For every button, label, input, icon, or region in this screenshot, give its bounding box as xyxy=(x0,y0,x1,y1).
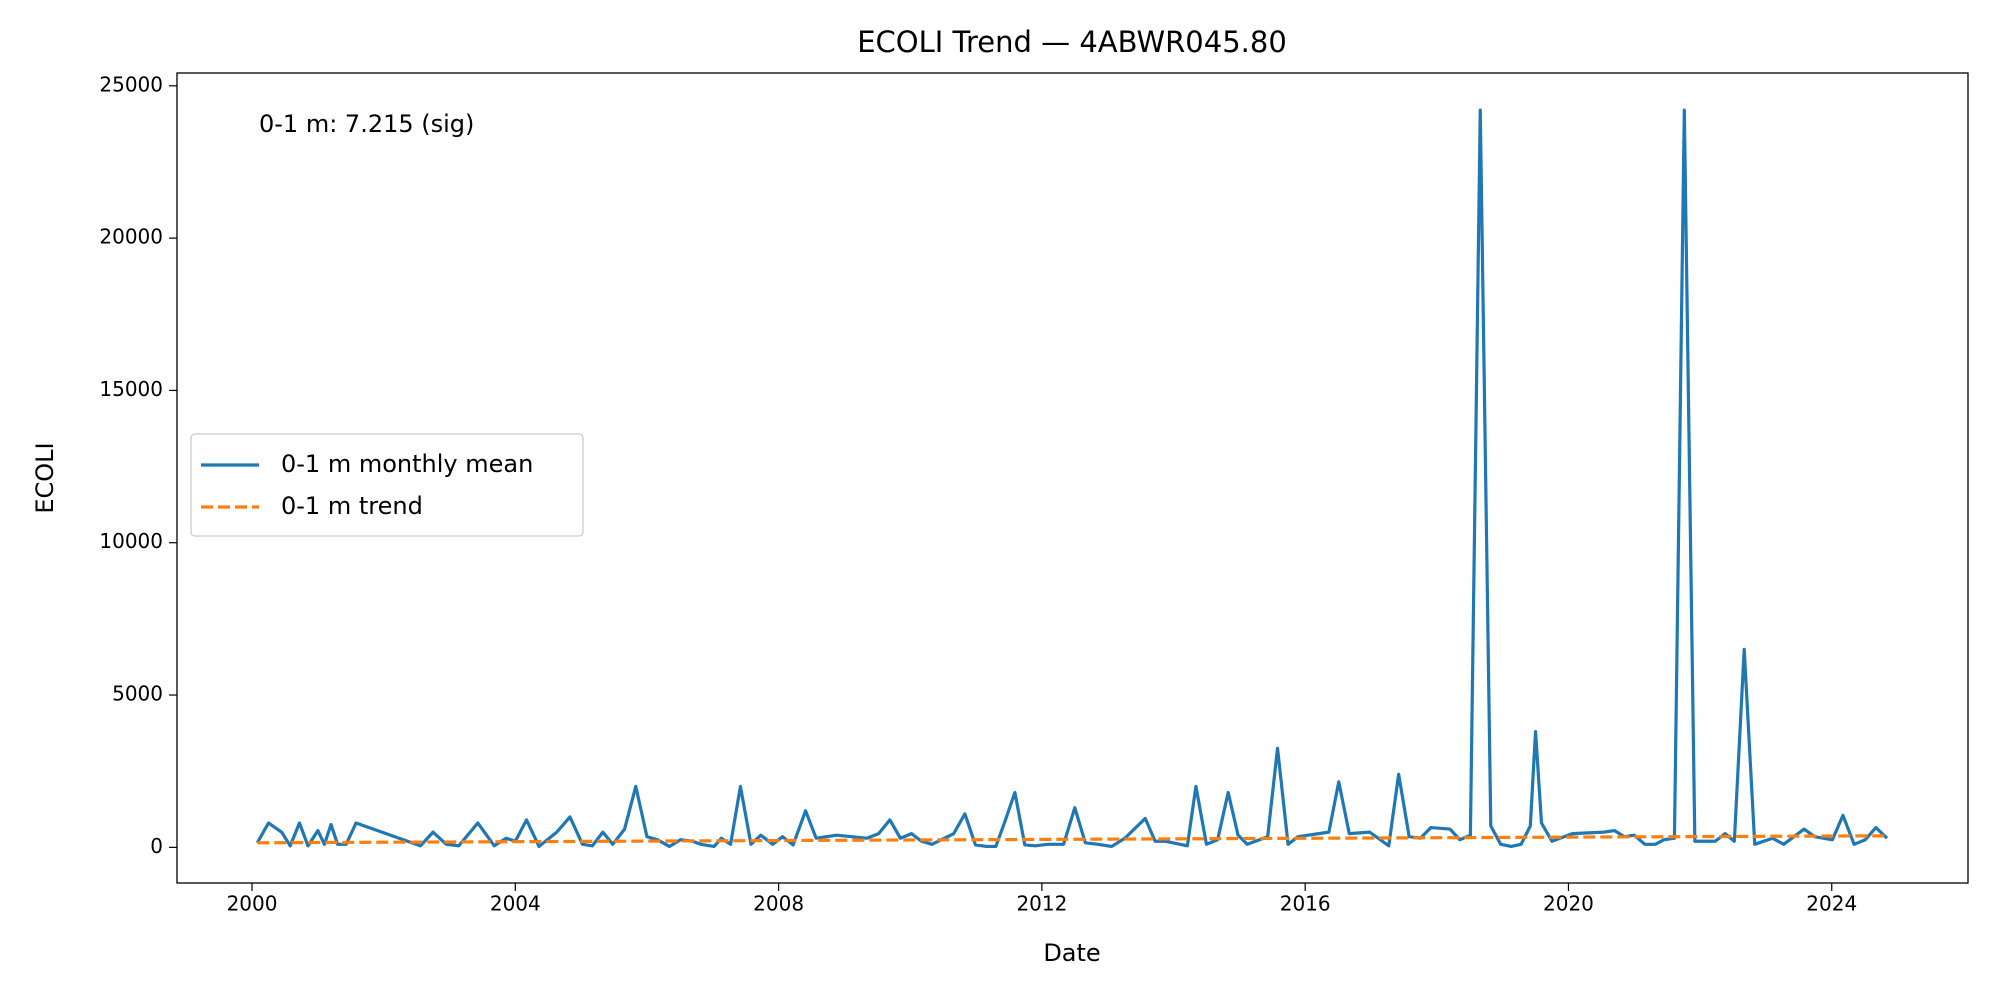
plot-frame xyxy=(176,72,1969,884)
x-tick-label: 2000 xyxy=(227,892,278,916)
x-tick-label: 2020 xyxy=(1543,892,1594,916)
x-tick-label: 2004 xyxy=(490,892,541,916)
x-tick-label: 2016 xyxy=(1280,892,1331,916)
x-tick-label: 2024 xyxy=(1806,892,1857,916)
legend-label: 0-1 m trend xyxy=(281,492,423,520)
y-tick-label: 10000 xyxy=(99,529,163,553)
y-tick-label: 20000 xyxy=(99,225,163,249)
y-axis-label: ECOLI xyxy=(31,442,59,513)
y-tick-label: 15000 xyxy=(99,377,163,401)
chart-title: ECOLI Trend — 4ABWR045.80 xyxy=(857,25,1287,59)
y-tick-label: 0 xyxy=(150,834,163,858)
legend-label: 0-1 m monthly mean xyxy=(281,450,533,478)
y-tick-label: 5000 xyxy=(112,682,163,706)
x-axis-label: Date xyxy=(1043,939,1100,967)
x-tick-label: 2012 xyxy=(1016,892,1067,916)
annotation: 0-1 m: 7.215 (sig) xyxy=(259,110,474,138)
legend: 0-1 m monthly mean 0-1 m trend xyxy=(190,433,584,537)
y-tick-label: 25000 xyxy=(99,72,163,96)
legend-box xyxy=(190,433,584,537)
x-tick-label: 2008 xyxy=(753,892,804,916)
